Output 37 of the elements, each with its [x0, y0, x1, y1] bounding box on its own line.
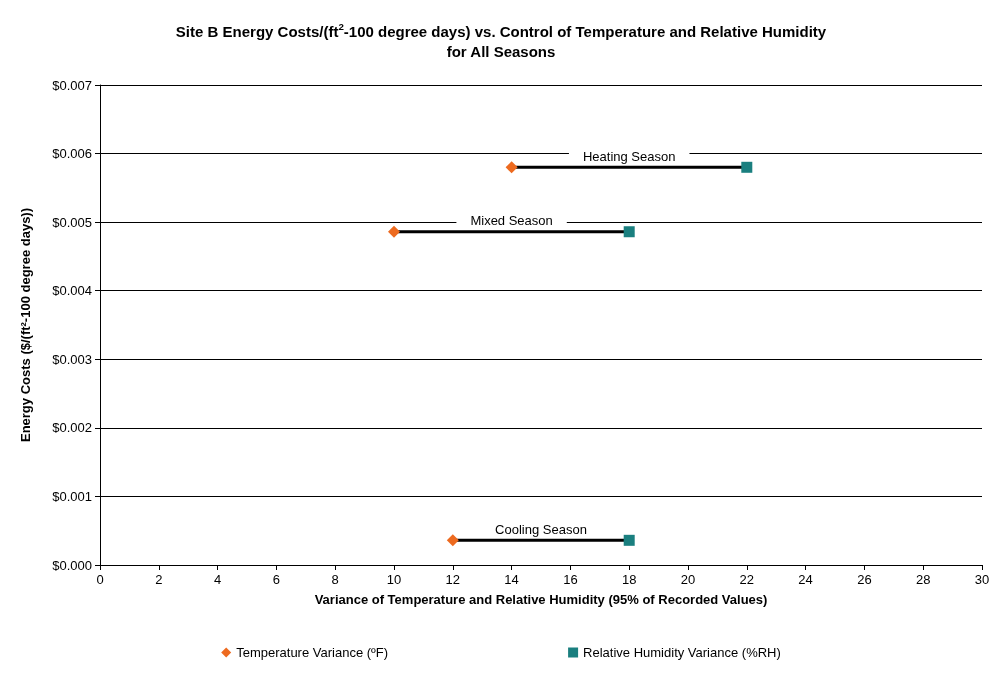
x-tick-label: 26	[857, 572, 872, 587]
point	[623, 534, 635, 546]
x-tick-label: 18	[621, 572, 637, 587]
point	[388, 225, 400, 238]
x-tick-label: 14	[504, 572, 519, 587]
y-tick-label: $0.007	[52, 77, 92, 93]
y-tick-label: $0.004	[52, 283, 92, 299]
x-tick-label: 28	[915, 572, 931, 587]
x-tick-label: 6	[272, 572, 281, 587]
x-tick-label: 16	[563, 572, 578, 587]
y-tick-label: $0.006	[52, 146, 92, 162]
legend-label: Relative Humidity Variance (%RH)	[583, 645, 781, 660]
annotation: Heating Season	[582, 148, 676, 164]
annotation: Mixed Season	[470, 213, 553, 229]
y-tick-label: $0.000	[52, 557, 92, 573]
y-axis-title: Energy Costs ($/(ft²-100 degree days))	[18, 207, 33, 443]
x-tick-label: 4	[213, 572, 222, 587]
x-tick-label: 30	[974, 572, 990, 587]
x-tick-label: 2	[155, 572, 163, 587]
x-tick-label: 20	[680, 572, 696, 587]
x-tick-label: 12	[445, 572, 461, 587]
x-tick-label: 0	[96, 572, 104, 587]
point	[505, 161, 518, 174]
x-axis-title: Variance of Temperature and Relative Humidity (95% of Recorded Values)	[314, 592, 768, 607]
y-tick-label: $0.002	[52, 420, 92, 436]
x-tick-label: 22	[739, 572, 755, 587]
legend-label: Temperature Variance (ºF)	[236, 645, 389, 660]
y-tick-label: $0.001	[52, 488, 92, 504]
point	[446, 534, 459, 547]
y-tick-label: $0.003	[52, 351, 92, 367]
annotation: Cooling Season	[495, 521, 587, 537]
y-tick-label: $0.005	[52, 214, 92, 230]
x-tick-label: 24	[798, 572, 813, 587]
x-tick-label: 10	[386, 572, 402, 587]
point	[623, 226, 635, 238]
x-tick-label: 8	[331, 572, 339, 587]
point	[741, 161, 753, 173]
